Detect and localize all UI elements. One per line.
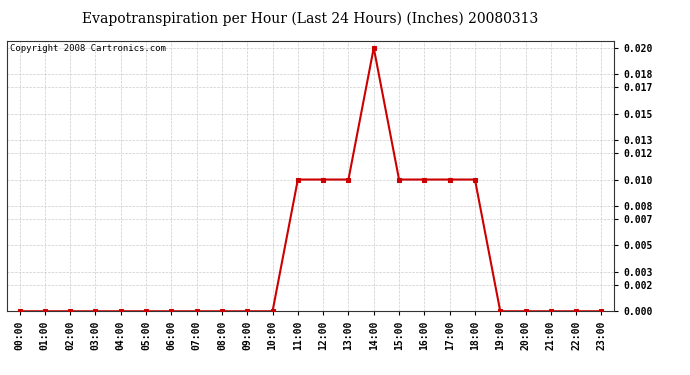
- Text: Copyright 2008 Cartronics.com: Copyright 2008 Cartronics.com: [10, 44, 166, 53]
- Text: Evapotranspiration per Hour (Last 24 Hours) (Inches) 20080313: Evapotranspiration per Hour (Last 24 Hou…: [82, 11, 539, 26]
